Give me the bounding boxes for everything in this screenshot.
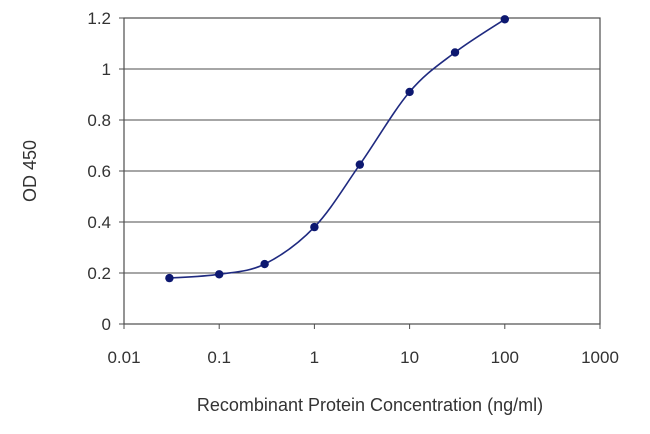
data-point [310, 222, 319, 232]
x-tick-label: 1000 [581, 348, 619, 367]
data-point [165, 273, 174, 283]
x-tick-label: 10 [400, 348, 419, 367]
data-point [260, 259, 269, 269]
y-tick-label: 0.6 [87, 162, 111, 181]
y-tick-label: 0 [102, 315, 111, 334]
y-tick-label: 0.8 [87, 111, 111, 130]
x-axis-title: Recombinant Protein Concentration (ng/ml… [197, 395, 543, 415]
grid-lines [124, 17, 600, 274]
y-axis-ticks: 0 0.2 0.4 0.6 0.8 1 1.2 [87, 9, 124, 334]
data-point [405, 87, 414, 97]
y-tick-label: 0.4 [87, 213, 111, 232]
data-point [215, 270, 224, 279]
data-point [355, 160, 365, 169]
x-tick-label: 0.1 [207, 348, 231, 367]
x-tick-label: 1 [310, 348, 319, 367]
series-line [169, 18, 506, 279]
y-tick-label: 0.2 [87, 264, 111, 283]
y-axis-title: OD 450 [20, 140, 40, 202]
y-tick-label: 1.2 [87, 9, 111, 28]
y-tick-label: 1 [102, 60, 111, 79]
data-points [165, 15, 509, 283]
x-tick-label: 0.01 [107, 348, 140, 367]
data-point [500, 15, 509, 24]
x-axis-ticks: 0.01 0.1 1 10 100 1000 [107, 324, 619, 367]
x-tick-label: 100 [491, 348, 519, 367]
data-point [450, 48, 460, 57]
